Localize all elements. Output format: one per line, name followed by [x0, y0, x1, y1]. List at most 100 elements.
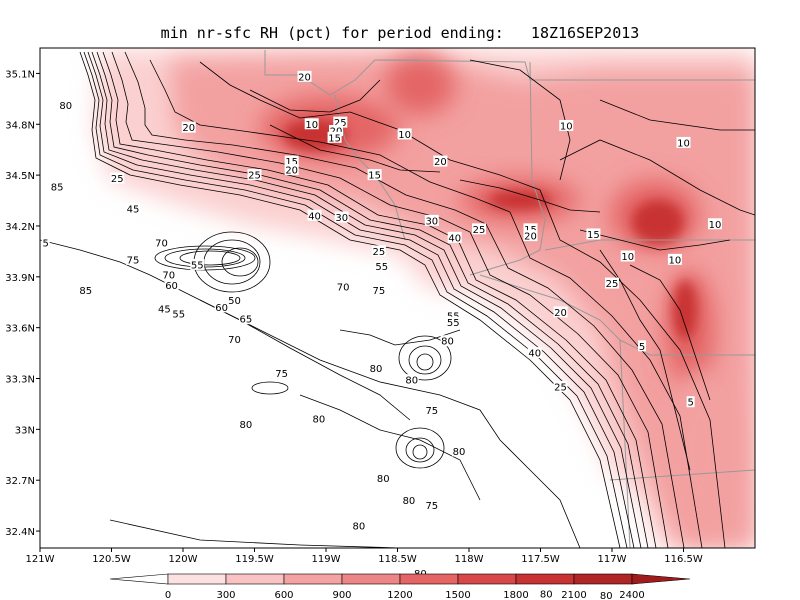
contour-label-bg — [247, 169, 262, 181]
contour-label: 70 — [228, 335, 241, 346]
contour-label: 5 — [43, 238, 49, 249]
contour-label-bg — [638, 340, 647, 352]
county-boundary — [374, 59, 755, 81]
contour-label-bg — [676, 136, 691, 148]
contour-label-bg — [371, 284, 386, 296]
contour-line — [124, 51, 685, 548]
island-contour — [164, 248, 246, 268]
contour-label-bg — [451, 445, 466, 457]
contour-label-bg — [297, 70, 312, 82]
x-tick-label: 116.5W — [664, 554, 703, 565]
colorbar-label: 600 — [274, 590, 293, 600]
contour-label: 70 — [337, 282, 350, 293]
contour-label: 80 — [353, 521, 366, 532]
contour-line — [96, 51, 649, 548]
contour-label-bg — [599, 589, 614, 600]
contour-label-bg — [327, 131, 342, 143]
contour-label-bg — [707, 218, 722, 230]
x-tick-label: 121W — [26, 554, 55, 565]
contour-label: 80 — [441, 337, 454, 348]
contour-label-bg — [336, 280, 351, 292]
y-tick-label: 32.7N — [5, 476, 35, 487]
shade-core-south — [673, 280, 697, 340]
contour-label: 70 — [162, 271, 175, 282]
contour-label: 55 — [447, 318, 460, 329]
state-border — [609, 469, 755, 481]
contour-label: 45 — [127, 205, 140, 216]
county-boundaries — [264, 50, 755, 548]
colorbar-cell — [341, 573, 401, 585]
county-boundary — [469, 61, 546, 276]
island-contour — [408, 345, 442, 375]
contour-label: 70 — [155, 238, 168, 249]
x-tick-label: 117.5W — [521, 554, 560, 565]
contour-line — [599, 249, 691, 471]
contour-label-bg — [424, 404, 439, 416]
contour-line — [579, 229, 731, 251]
island-contour — [395, 427, 445, 469]
island-contour — [179, 250, 241, 266]
colorbar: 0 300 600 900 1200 1500 1800 2100 2400 — [109, 573, 691, 600]
y-tick-label: 35.1N — [5, 69, 35, 80]
contour-label-bg — [274, 367, 289, 379]
contour-label: 40 — [448, 233, 461, 244]
contour-line — [629, 264, 711, 401]
contour-label: 80 — [59, 101, 72, 112]
contour-label: 55 — [172, 310, 185, 321]
colorbar-label: 300 — [216, 590, 235, 600]
colorbar-label: 1800 — [503, 590, 528, 600]
colorbar-label: 2400 — [619, 590, 644, 600]
contour-label: 5 — [687, 398, 693, 409]
contour-label: 80 — [377, 474, 390, 485]
contour-line — [111, 51, 669, 548]
contour-label-bg — [171, 308, 186, 320]
contour-label: 25 — [334, 118, 347, 129]
contour-label: 80 — [453, 447, 466, 458]
contour-label-bg — [440, 335, 455, 347]
island-contour — [221, 247, 259, 277]
contour-label-bg — [227, 294, 242, 306]
contour-label: 25 — [473, 225, 486, 236]
y-tick-label: 33.9N — [5, 273, 35, 284]
contour-line — [299, 394, 481, 501]
contour-label: 25 — [248, 171, 261, 182]
plot-frame: 121W 120.5W 120W 119.5W 119W 118.5W 118W 117.5W… — [5, 47, 756, 565]
island-contour — [251, 381, 289, 395]
x-tick-label: 117W — [598, 554, 627, 565]
contour-label-bg — [376, 472, 391, 484]
contour-label-bg — [125, 203, 140, 215]
contour-label-bg — [413, 567, 428, 579]
contour-line — [249, 79, 381, 113]
contour-label-bg — [446, 309, 461, 321]
contour-label-bg — [284, 155, 299, 167]
contour-label: 75 — [275, 369, 288, 380]
contour-label-bg — [472, 223, 487, 235]
contour-label-bg — [527, 347, 542, 359]
contour-label-bg — [154, 236, 169, 248]
contour-label: 60 — [215, 303, 228, 314]
colorbar-cell — [515, 573, 575, 585]
contour-label-bg — [78, 284, 93, 296]
contour-label-bg — [307, 209, 322, 221]
contour-label-bg — [367, 169, 382, 181]
contour-label: 20 — [554, 308, 567, 319]
y-tick-label: 33.6N — [5, 324, 35, 335]
x-tick-label: 119.5W — [235, 554, 274, 565]
colorbar-arrow-right — [631, 573, 691, 585]
colorbar-label: 900 — [332, 590, 351, 600]
contour-line — [469, 59, 571, 181]
contour-line — [339, 329, 461, 346]
contour-label: 20 — [434, 157, 447, 168]
island-contour — [405, 437, 435, 463]
y-tick-label: 34.8N — [5, 120, 35, 131]
colorbar-label: 0 — [165, 590, 171, 600]
contour-label: 30 — [335, 213, 348, 224]
contour-label-bg — [397, 128, 412, 140]
contour-label: 25 — [373, 247, 386, 258]
contour-label-bg — [214, 301, 229, 313]
contour-label-bg — [586, 228, 601, 240]
contour-label: 85 — [51, 182, 64, 193]
contour-label: 80 — [540, 589, 553, 600]
contour-label: 30 — [425, 216, 438, 227]
